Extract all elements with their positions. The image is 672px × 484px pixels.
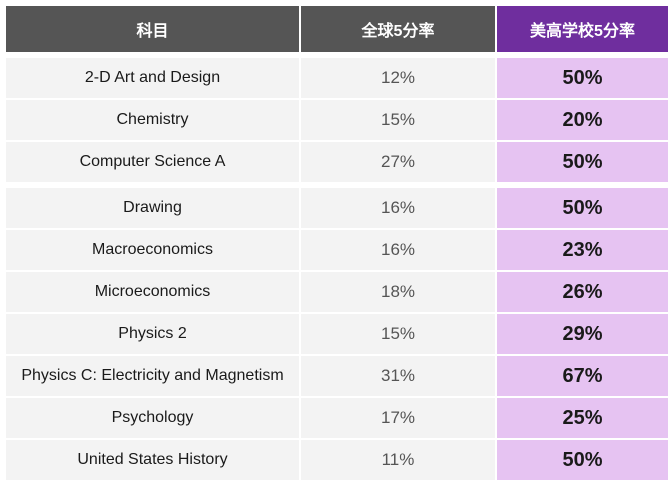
table-row: 2-D Art and Design 12% 50% [6, 58, 668, 98]
subject-cell: United States History [6, 440, 299, 480]
table-row: Psychology 17% 25% [6, 398, 668, 438]
us-rate-cell: 50% [497, 142, 668, 182]
global-rate-cell: 15% [301, 100, 495, 140]
global-rate-cell: 16% [301, 230, 495, 270]
subject-cell: Macroeconomics [6, 230, 299, 270]
global-rate-cell: 27% [301, 142, 495, 182]
table-row: Physics C: Electricity and Magnetism 31%… [6, 356, 668, 396]
us-rate-cell: 67% [497, 356, 668, 396]
global-rate-cell: 12% [301, 58, 495, 98]
subject-cell: Drawing [6, 188, 299, 228]
table-row: Computer Science A 27% 50% [6, 142, 668, 182]
table-row: United States History 11% 50% [6, 440, 668, 480]
us-rate-cell: 50% [497, 188, 668, 228]
table-row: Chemistry 15% 20% [6, 100, 668, 140]
table-row: Microeconomics 18% 26% [6, 272, 668, 312]
us-rate-cell: 23% [497, 230, 668, 270]
header-global-rate: 全球5分率 [301, 6, 495, 52]
subject-cell: Chemistry [6, 100, 299, 140]
table-header: 科目 全球5分率 美高学校5分率 [6, 6, 668, 52]
subject-cell: Physics C: Electricity and Magnetism [6, 356, 299, 396]
global-rate-cell: 17% [301, 398, 495, 438]
us-rate-cell: 29% [497, 314, 668, 354]
table-row: Macroeconomics 16% 23% [6, 230, 668, 270]
subject-cell: Psychology [6, 398, 299, 438]
global-rate-cell: 11% [301, 440, 495, 480]
header-us-rate: 美高学校5分率 [497, 6, 668, 52]
header-subject: 科目 [6, 6, 299, 52]
global-rate-cell: 15% [301, 314, 495, 354]
us-rate-cell: 25% [497, 398, 668, 438]
table-row: Physics 2 15% 29% [6, 314, 668, 354]
subject-cell: Microeconomics [6, 272, 299, 312]
us-rate-cell: 50% [497, 440, 668, 480]
us-rate-cell: 26% [497, 272, 668, 312]
subject-cell: Computer Science A [6, 142, 299, 182]
table-row: Drawing 16% 50% [6, 188, 668, 228]
subject-cell: Physics 2 [6, 314, 299, 354]
global-rate-cell: 31% [301, 356, 495, 396]
score-table: 科目 全球5分率 美高学校5分率 2-D Art and Design 12% … [6, 6, 668, 482]
global-rate-cell: 18% [301, 272, 495, 312]
us-rate-cell: 50% [497, 58, 668, 98]
subject-cell: 2-D Art and Design [6, 58, 299, 98]
us-rate-cell: 20% [497, 100, 668, 140]
global-rate-cell: 16% [301, 188, 495, 228]
